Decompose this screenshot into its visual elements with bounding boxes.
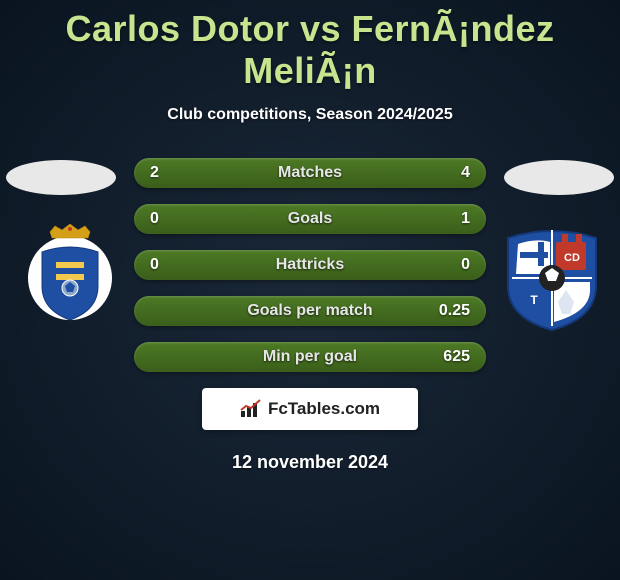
fctables-badge: FcTables.com bbox=[202, 388, 418, 430]
page-title: Carlos Dotor vs FernÃ¡ndez MeliÃ¡n bbox=[0, 0, 620, 92]
stat-row-mpg: Min per goal 625 bbox=[134, 342, 486, 372]
stat-right-value: 0.25 bbox=[430, 302, 470, 320]
stat-row-gpm: Goals per match 0.25 bbox=[134, 296, 486, 326]
club-crest-left bbox=[20, 224, 120, 324]
player-placeholder-right bbox=[504, 160, 614, 195]
svg-text:T: T bbox=[530, 293, 538, 307]
stat-right-value: 1 bbox=[430, 210, 470, 228]
subtitle: Club competitions, Season 2024/2025 bbox=[0, 106, 620, 124]
fctables-label: FcTables.com bbox=[268, 399, 380, 419]
club-crest-right: CD T bbox=[496, 220, 608, 332]
stat-label: Goals per match bbox=[190, 302, 430, 320]
stat-left-value: 0 bbox=[150, 256, 190, 274]
stat-left-value: 2 bbox=[150, 164, 190, 182]
stat-label: Matches bbox=[190, 164, 430, 182]
stat-left-value: 0 bbox=[150, 210, 190, 228]
stat-label: Goals bbox=[190, 210, 430, 228]
date-label: 12 november 2024 bbox=[0, 452, 620, 473]
stat-right-value: 4 bbox=[430, 164, 470, 182]
stat-label: Hattricks bbox=[190, 256, 430, 274]
stat-right-value: 0 bbox=[430, 256, 470, 274]
chart-icon bbox=[240, 399, 262, 419]
svg-text:CD: CD bbox=[564, 252, 580, 264]
comparison-area: CD T 2 Matches 4 0 Goals 1 0 Hattricks 0… bbox=[0, 158, 620, 473]
stat-right-value: 625 bbox=[430, 348, 470, 366]
stat-rows: 2 Matches 4 0 Goals 1 0 Hattricks 0 Goal… bbox=[134, 158, 486, 372]
stat-row-goals: 0 Goals 1 bbox=[134, 204, 486, 234]
stat-row-hattricks: 0 Hattricks 0 bbox=[134, 250, 486, 280]
player-placeholder-left bbox=[6, 160, 116, 195]
stat-label: Min per goal bbox=[190, 348, 430, 366]
stat-row-matches: 2 Matches 4 bbox=[134, 158, 486, 188]
